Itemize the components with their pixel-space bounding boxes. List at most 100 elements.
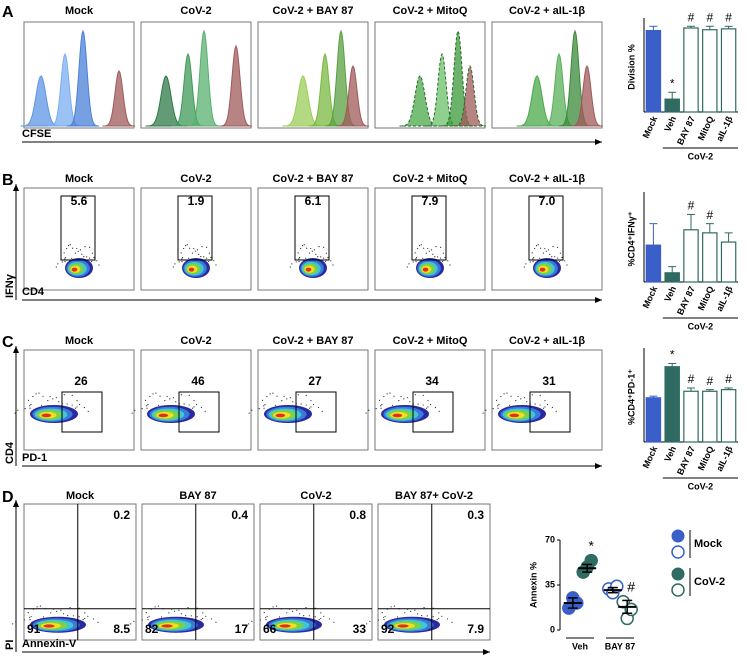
event-dot [434,255,436,258]
event-dot [423,247,425,249]
event-dot [71,404,73,406]
x-axis-label: CD4 [22,286,45,298]
quadrant-value: 17 [235,622,249,636]
event-dot [188,257,190,259]
event-dot [378,399,381,401]
event-dot [172,266,174,268]
event-dot [178,609,180,611]
event-dot [88,257,91,259]
event-dot [525,263,527,265]
event-dot [272,392,274,394]
event-dot [414,252,416,254]
event-dot [449,264,451,266]
event-dot [266,615,268,618]
event-dot [278,616,281,618]
event-dot [498,404,500,406]
event-dot [202,617,204,620]
event-dot [557,246,559,248]
event-dot [207,260,210,263]
event-dot [540,247,542,249]
event-dot [148,615,150,618]
event-dot [303,614,305,617]
event-dot [181,258,183,260]
event-dot [300,403,302,405]
event-dot [320,256,322,258]
x-tick-label: aIL-1β [714,284,734,313]
plot-title: CoV-2 [300,490,331,502]
plot-title: CoV-2 + aIL-1β [509,335,585,347]
legend-label: Mock [694,538,723,550]
histogram-peak [66,29,100,127]
event-dot [188,394,190,397]
gate [295,391,337,433]
event-dot [396,616,399,618]
event-dot [213,260,215,262]
event-dot [172,397,175,399]
significance-marker: # [725,10,732,24]
significance-marker: * [670,348,675,362]
quadrant-value: 92 [381,622,395,636]
event-dot [38,392,40,394]
x-tick-label: MitoQ [696,115,716,142]
event-dot [508,404,511,406]
event-dot [200,255,202,258]
event-dot [503,393,505,395]
event-dot [264,404,266,406]
event-dot [40,404,43,406]
y-axis-label: %CD4⁺IFNγ⁺ [626,211,636,266]
event-dot [418,245,421,247]
gate [177,195,213,261]
event-dot [427,406,429,408]
bar [702,390,718,443]
event-dot [258,408,260,410]
event-dot [441,260,444,263]
event-dot [159,395,161,397]
event-dot [444,256,446,259]
event-dot [298,260,300,263]
x-axis-label: PD-1 [22,452,47,464]
significance-marker: # [688,199,695,213]
event-dot [191,407,194,409]
event-dot [283,395,285,398]
event-dot [145,612,147,614]
event-dot [323,615,325,617]
event-dot [272,606,274,608]
event-dot [547,249,550,251]
event-dot [435,246,437,248]
event-dot [534,403,536,405]
event-dot [63,394,65,396]
event-dot [381,404,383,406]
event-dot [98,264,100,266]
event-dot [383,616,385,619]
event-dot [69,244,71,246]
event-dot [403,398,405,400]
event-dot [497,405,499,407]
group-label: CoV-2 [688,321,714,331]
bar [664,98,680,113]
event-dot [263,612,265,614]
event-dot [130,623,132,625]
event-dot [537,244,539,246]
event-dot [17,409,19,411]
event-dot [415,260,417,263]
event-dot [414,394,416,396]
event-dot [369,620,371,623]
event-dot [186,244,188,246]
event-dot [178,261,180,263]
event-dot [181,260,183,263]
event-dot [322,257,325,259]
event-dot [35,393,37,395]
event-dot [144,399,147,401]
event-dot [154,606,156,608]
event-dot [310,400,312,402]
histogram-peak [187,29,221,127]
event-dot [175,401,177,403]
event-dot [265,616,267,619]
event-dot [157,404,160,406]
event-dot [320,612,322,614]
event-dot [440,246,442,248]
event-dot [534,247,536,250]
gate-value: 7.9 [422,194,439,208]
event-dot [205,615,207,617]
